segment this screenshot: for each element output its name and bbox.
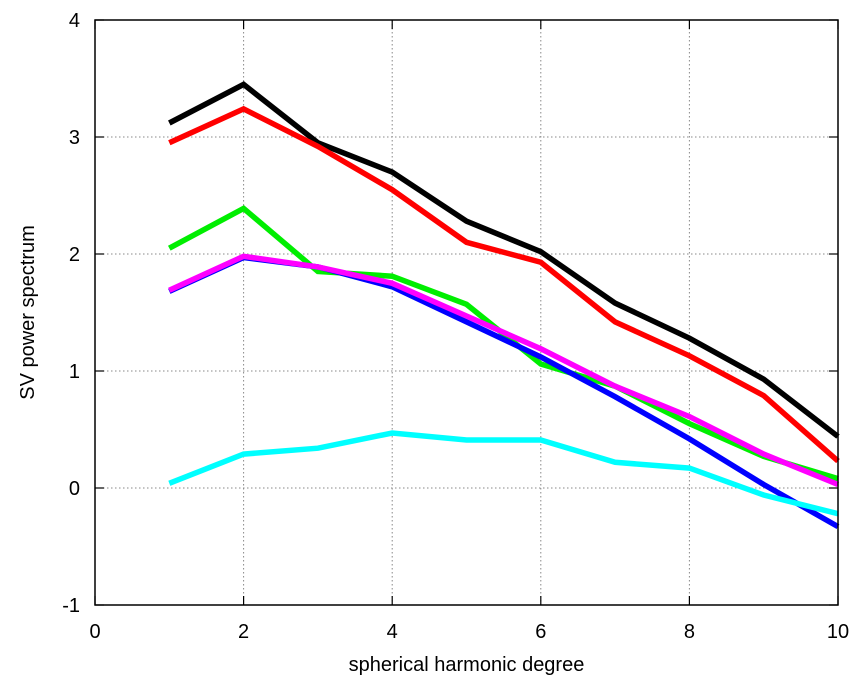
y-tick-label: 2 xyxy=(69,244,80,266)
y-axis-title: SV power spectrum xyxy=(17,225,39,400)
ticks xyxy=(94,19,839,606)
y-tick-label: 0 xyxy=(69,478,80,500)
x-tick-label: 2 xyxy=(238,621,249,643)
x-tick-label: 8 xyxy=(684,621,695,643)
series-line-2 xyxy=(168,105,840,464)
series-line-1 xyxy=(168,81,840,439)
x-tick-label: 6 xyxy=(535,621,546,643)
x-tick-label: 4 xyxy=(387,621,398,643)
x-tick-label: 0 xyxy=(89,621,100,643)
tick-labels: 0 2 4 6 8 10 -1 0 1 2 3 4 xyxy=(62,10,849,643)
x-axis-title: spherical harmonic degree xyxy=(349,654,585,676)
x-tick-label: 10 xyxy=(827,621,849,643)
y-tick-label: 1 xyxy=(69,361,80,383)
y-tick-label: 3 xyxy=(69,127,80,149)
series-lines xyxy=(168,81,840,529)
y-tick-label: -1 xyxy=(62,595,80,617)
y-tick-label: 4 xyxy=(69,10,80,32)
series-line-5 xyxy=(168,253,840,488)
series-line-6 xyxy=(168,430,839,517)
grid xyxy=(95,20,838,605)
plot-frame xyxy=(94,19,839,606)
